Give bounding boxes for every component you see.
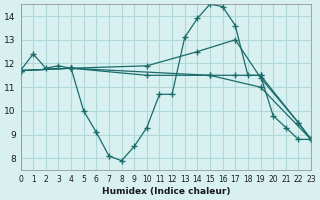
X-axis label: Humidex (Indice chaleur): Humidex (Indice chaleur) <box>101 187 230 196</box>
